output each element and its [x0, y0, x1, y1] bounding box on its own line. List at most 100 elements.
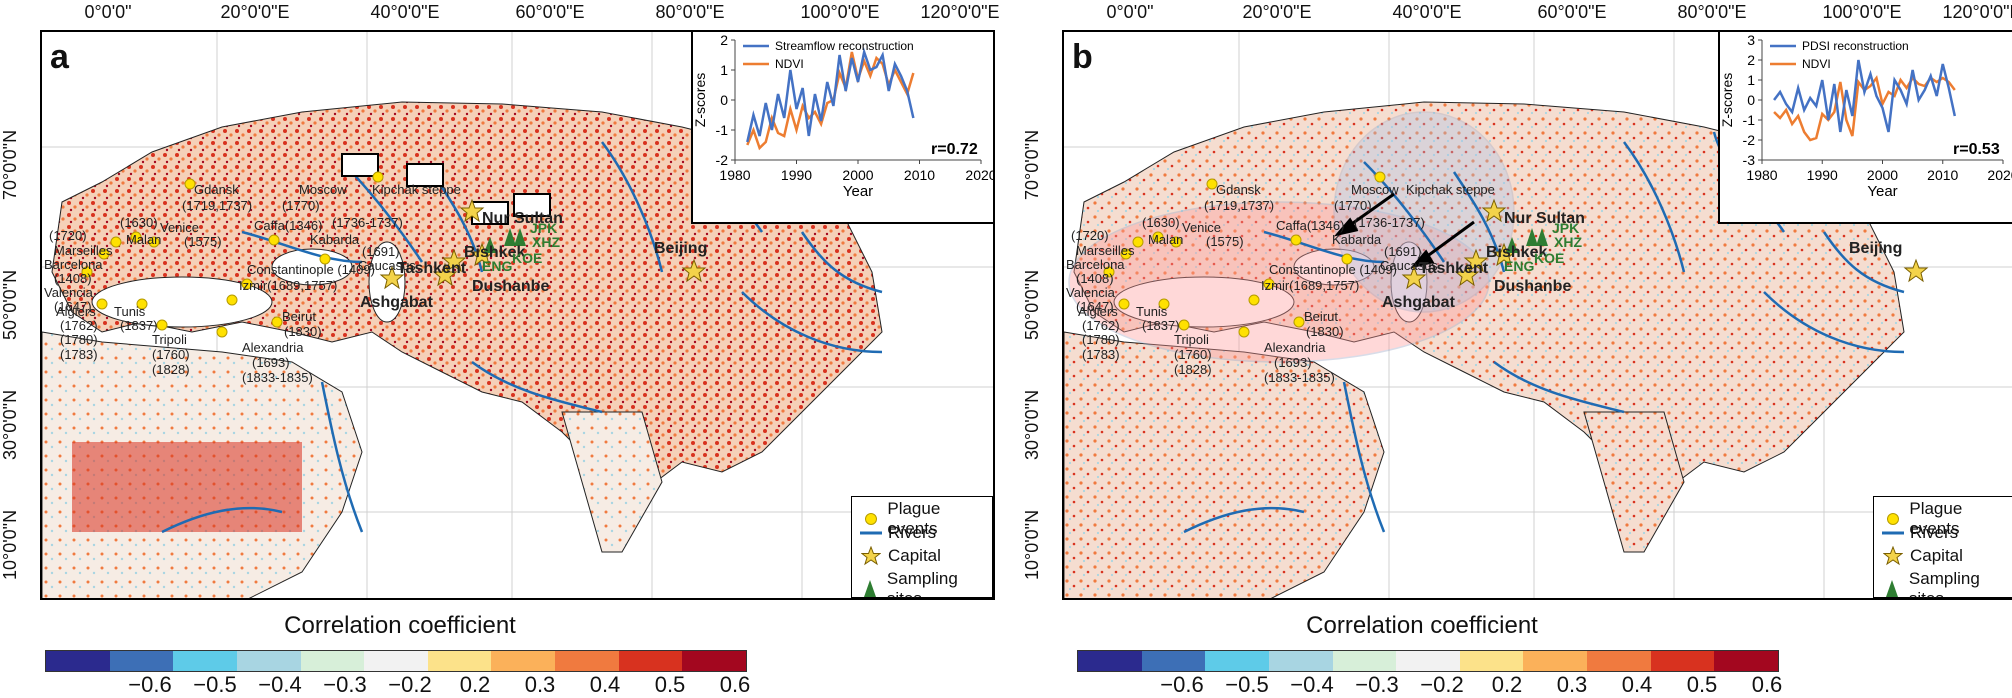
legend-label: Rivers — [1910, 523, 1959, 542]
map-label: Malan — [126, 232, 162, 247]
colorbar-swatch — [1523, 651, 1588, 671]
map-label: Kabarda — [1332, 232, 1382, 247]
colorbar-swatch — [491, 651, 556, 671]
legend-label: Capital — [888, 546, 941, 565]
y-tick-label: -3 — [1743, 152, 1756, 168]
y-axis-label: Z-scores — [693, 73, 708, 127]
colorbar-swatch — [1268, 651, 1333, 671]
map-label: (1760) — [152, 347, 190, 362]
map-label: (1647) — [1076, 299, 1114, 314]
map-label: (1630) — [1142, 215, 1180, 230]
map-label: (1828) — [1174, 362, 1212, 377]
map-label: Moscow — [299, 182, 347, 197]
map-label: Algiers — [56, 304, 96, 319]
legend-row: Sampling sites — [860, 569, 992, 600]
x-tick-label: 2020 — [1987, 167, 2012, 183]
map-label: Kipchak steppe — [1406, 182, 1495, 197]
star-icon — [1882, 545, 1904, 567]
lat-label: 10°0'0"N — [1022, 509, 1042, 580]
plague-dots — [81, 171, 384, 338]
x-tick-label: 1980 — [1746, 167, 1777, 183]
map-legend: Plague events Rivers Capital Sampling si… — [1873, 496, 2012, 598]
colorbar-swatch — [1459, 651, 1524, 671]
map-label-site: KOE — [512, 250, 543, 266]
map-label-capital: Ashgabat — [1382, 294, 1455, 311]
inset-chart-a: -2 -1 0 1 2 1980 1990 2000 2010 2020 Streamflow re… — [691, 32, 993, 224]
y-tick-label: 0 — [720, 92, 728, 108]
map-label: (1783) — [60, 347, 98, 362]
map-label: Alexandria — [242, 340, 304, 355]
map-label: Tripoli — [1174, 332, 1209, 347]
map-label: (1408) — [1076, 271, 1114, 286]
legend-label: NDVI — [1802, 57, 1831, 71]
x-tick-label: 1990 — [781, 167, 812, 183]
x-tick-label: 1990 — [1807, 167, 1838, 183]
colorbar-tick: −0.6 — [1160, 672, 1204, 697]
map-label: Valencia — [1066, 285, 1115, 300]
colorbar-swatch — [1650, 651, 1715, 671]
y-axis-label: Z-scores — [1720, 73, 1735, 127]
map-label: (1783) — [1082, 347, 1120, 362]
map-label: Beirut — [282, 309, 316, 324]
map-a[interactable]: a Gdansk (1719,1737) Moscow (1770) Kipch… — [40, 30, 995, 600]
map-b[interactable]: b Gdansk (1719,1737) Moscow (1770) Kipch… — [1062, 30, 2012, 600]
correlation-map — [1064, 32, 2012, 598]
colorbar-tick: 0.6 — [1751, 672, 1783, 697]
tree-icon — [860, 578, 881, 598]
colorbar-swatch — [300, 651, 365, 671]
landmass-eurasia — [51, 101, 883, 493]
map-label: (1837) — [1142, 318, 1180, 333]
map-label-capital: Nur Sultan — [482, 210, 563, 227]
legend-row: Sampling sites — [1882, 569, 2012, 598]
map-label-site: XHZ — [532, 234, 560, 250]
legend-label: Rivers — [888, 523, 937, 542]
y-tick-label: 1 — [720, 62, 728, 78]
inset-line-chart: -3 -2 -1 0 1 2 3 1980 1990 2000 2010 2020 PDSI recon… — [1719, 32, 2012, 200]
colorbar-tick: −0.5 — [193, 672, 237, 697]
colorbar-tick: −0.4 — [1290, 672, 1334, 697]
colorbar-swatch — [46, 651, 110, 671]
series-line-reconstruction — [1773, 59, 1957, 133]
lat-label: 30°0'0"N — [0, 389, 20, 460]
lat-label: 50°0'0"N — [1022, 269, 1042, 340]
lon-label: 60°0'0"E — [1537, 2, 1607, 22]
plague-dot-icon — [1882, 508, 1903, 530]
map-label: (1762) — [60, 318, 98, 333]
map-label: Alexandria — [1264, 340, 1326, 355]
map-label: (1837) — [120, 318, 158, 333]
legend-label: Sampling sites — [886, 569, 958, 600]
legend-row: Plague events — [1882, 499, 2012, 539]
series-line-reconstruction — [746, 47, 915, 143]
colorbar-tick: −0.3 — [323, 672, 367, 697]
map-label-site: JPK — [1552, 220, 1580, 236]
legend-row: Rivers — [1882, 522, 1958, 544]
colorbar-swatch — [364, 651, 428, 671]
colorbar-swatch — [236, 651, 301, 671]
colorbar-tick: −0.2 — [388, 672, 432, 697]
colorbar-swatch — [109, 651, 174, 671]
map-label: Caucasus — [1380, 258, 1438, 273]
lon-label: 0°0'0" — [84, 2, 132, 22]
y-tick-label: -1 — [1743, 112, 1756, 128]
colorbar-swatch — [555, 651, 619, 671]
lon-label: 40°0'0"E — [370, 2, 440, 22]
lon-label: 0°0'0" — [1106, 2, 1154, 22]
map-label: (1828) — [152, 362, 190, 377]
colorbar-tick: 0.5 — [654, 672, 686, 697]
series-line-ndvi — [746, 51, 915, 151]
map-label: Marseilles — [1076, 243, 1135, 258]
map-label: (1720) — [49, 228, 87, 243]
colorbar-swatch — [173, 651, 237, 671]
lat-label: 10°0'0"N — [0, 509, 20, 580]
map-label: (1830) — [284, 324, 322, 339]
inset-line-chart: -2 -1 0 1 2 1980 1990 2000 2010 2020 Streamflow re… — [692, 32, 993, 200]
colorbar-swatch — [682, 651, 747, 671]
map-label-capital: Bishkek — [1486, 244, 1548, 261]
landmass-india — [561, 411, 663, 553]
map-label: (1780) — [60, 332, 98, 347]
colorbar-swatch — [1714, 651, 1779, 671]
colorbar-tick: 0.3 — [1556, 672, 1588, 697]
map-label: (1833-1835) — [242, 370, 313, 385]
map-label: Tripoli — [152, 332, 187, 347]
colorbar-tick: 0.5 — [1686, 672, 1718, 697]
